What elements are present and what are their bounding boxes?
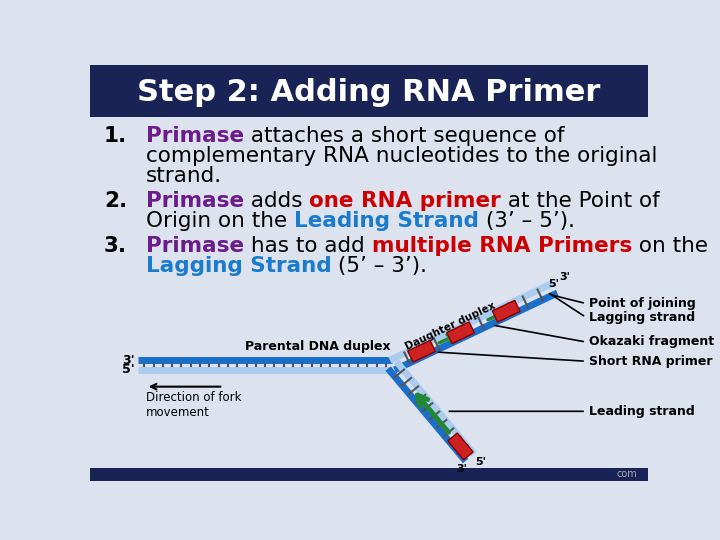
Text: Primase: Primase — [145, 191, 244, 211]
Text: Parental DNA duplex: Parental DNA duplex — [245, 340, 391, 353]
Text: 2.: 2. — [104, 191, 127, 211]
Bar — [90, 65, 648, 117]
Text: 3': 3' — [456, 464, 467, 474]
Polygon shape — [446, 322, 474, 343]
Text: one RNA primer: one RNA primer — [310, 191, 501, 211]
Text: Lagging strand: Lagging strand — [589, 311, 696, 324]
Text: at the Point of: at the Point of — [501, 191, 660, 211]
Text: 5': 5' — [122, 363, 135, 376]
Text: complementary RNA nucleotides to the original: complementary RNA nucleotides to the ori… — [145, 146, 657, 166]
Text: 5': 5' — [548, 279, 559, 289]
Text: 3': 3' — [559, 272, 570, 282]
Text: adds: adds — [244, 191, 310, 211]
Bar — [90, 468, 648, 481]
Text: 3': 3' — [122, 354, 135, 367]
Text: on the: on the — [632, 236, 708, 256]
Text: multiple RNA Primers: multiple RNA Primers — [372, 236, 632, 256]
Text: (3’ – 5’).: (3’ – 5’). — [479, 211, 575, 231]
Text: Lagging Strand: Lagging Strand — [145, 256, 331, 276]
Text: strand.: strand. — [145, 166, 222, 186]
Text: Short RNA primer: Short RNA primer — [589, 355, 713, 368]
Text: Okazaki fragment: Okazaki fragment — [589, 335, 714, 348]
Text: 3.: 3. — [104, 236, 127, 256]
Text: Primase: Primase — [145, 236, 244, 256]
Polygon shape — [448, 433, 473, 460]
Text: Leading strand: Leading strand — [589, 405, 695, 418]
Text: Daughter duplex: Daughter duplex — [404, 301, 497, 352]
Text: Primase: Primase — [145, 126, 244, 146]
Text: Step 2: Adding RNA Primer: Step 2: Adding RNA Primer — [138, 78, 600, 107]
Text: Direction of fork
movement: Direction of fork movement — [145, 390, 241, 418]
Polygon shape — [492, 300, 520, 322]
Text: com: com — [616, 469, 637, 480]
Text: Origin on the: Origin on the — [145, 211, 294, 231]
Text: 1.: 1. — [104, 126, 127, 146]
Text: has to add: has to add — [244, 236, 372, 256]
Text: 5': 5' — [475, 457, 486, 467]
Text: Point of joining: Point of joining — [589, 297, 696, 310]
Polygon shape — [408, 340, 436, 362]
Text: attaches a short sequence of: attaches a short sequence of — [244, 126, 564, 146]
Text: Leading Strand: Leading Strand — [294, 211, 479, 231]
Text: (5’ – 3’).: (5’ – 3’). — [331, 256, 428, 276]
